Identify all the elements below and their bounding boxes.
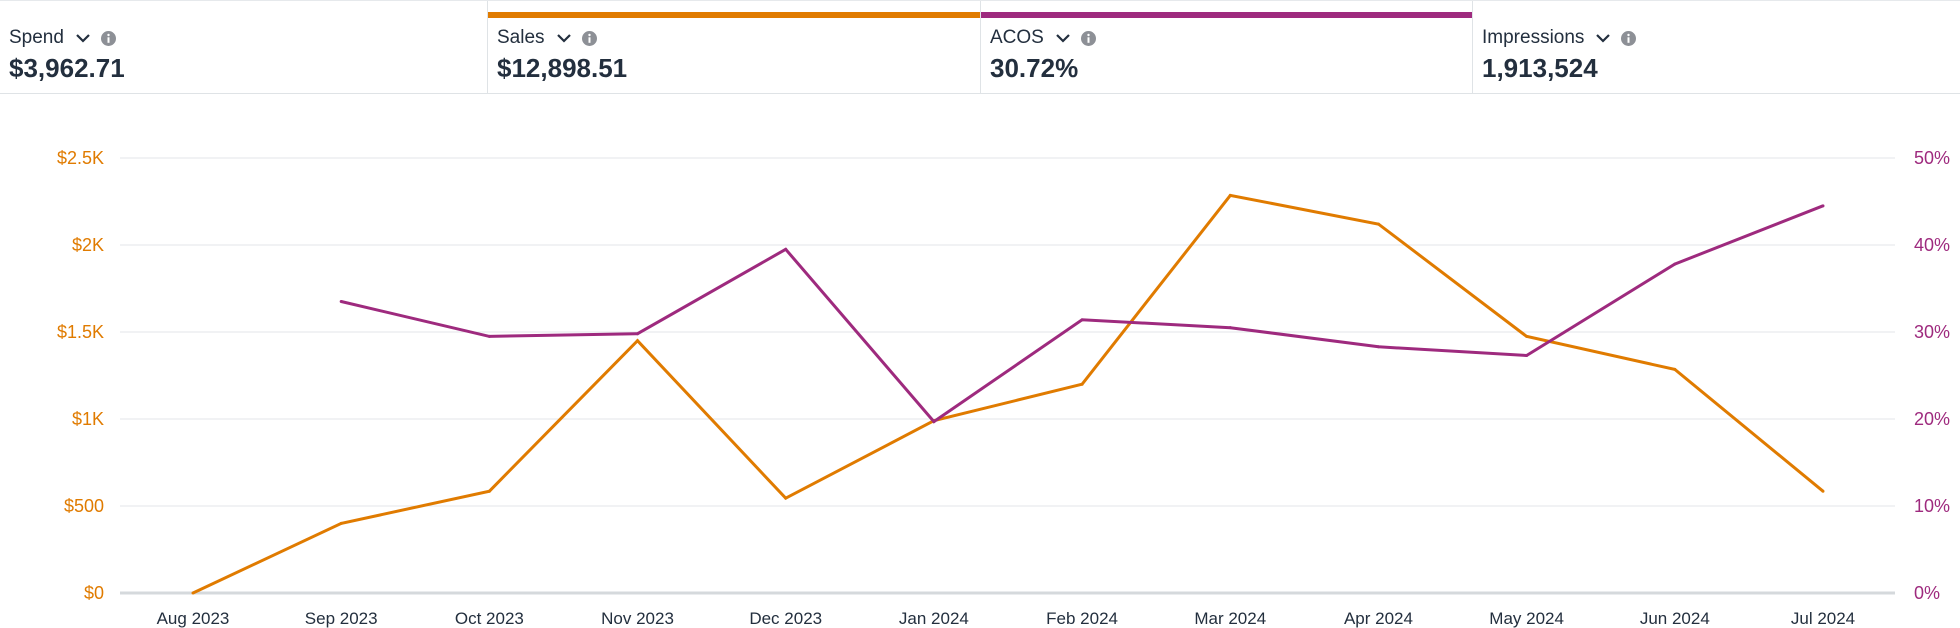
chevron-down-icon[interactable] <box>555 29 573 47</box>
series-line-sales <box>192 193 1824 595</box>
data-point-acos <box>1673 262 1677 266</box>
chevron-down-icon[interactable] <box>1054 29 1072 47</box>
metric-acos-value: 30.72% <box>990 53 1079 83</box>
y-right-tick-label: 30% <box>1914 322 1950 342</box>
data-point-acos <box>1525 353 1529 357</box>
x-tick-label: Jun 2024 <box>1640 609 1710 628</box>
data-point-sales <box>1080 382 1084 386</box>
y-left-tick-label: $1.5K <box>57 322 104 342</box>
metric-sales-label: Sales <box>497 27 545 48</box>
data-point-sales <box>1376 222 1380 226</box>
chart-gridlines <box>120 157 1895 595</box>
x-tick-label: Feb 2024 <box>1046 609 1118 628</box>
metric-sales[interactable]: Sales $12,898.51 <box>487 1 980 93</box>
metric-impressions[interactable]: Impressions 1,913,524 <box>1472 1 1960 93</box>
data-point-acos <box>339 300 343 304</box>
data-point-acos <box>932 420 936 424</box>
metric-spend-label: Spend <box>9 27 64 48</box>
info-icon[interactable] <box>100 30 117 47</box>
data-point-sales <box>1525 334 1529 338</box>
x-axis-ticks: Aug 2023 Sep 2023 Oct 2023 Nov 2023 Dec 2023… <box>157 609 1856 628</box>
y-axis-left-ticks: $0 $500 $1K $1.5K $2K $2.5K <box>57 148 104 603</box>
data-point-acos <box>1080 318 1084 322</box>
metric-impressions-header[interactable]: Impressions <box>1482 25 1637 51</box>
data-point-acos <box>636 332 640 336</box>
data-point-sales <box>784 496 788 500</box>
line-chart: $0 $500 $1K $1.5K $2K $2.5K 0% 10% 20% 30% 40% 50%… <box>57 148 1950 628</box>
data-point-sales <box>487 489 491 493</box>
data-point-sales <box>636 339 640 343</box>
data-point-acos <box>1376 345 1380 349</box>
metric-impressions-label: Impressions <box>1482 27 1585 48</box>
info-icon[interactable] <box>1080 30 1097 47</box>
data-point-acos <box>487 334 491 338</box>
x-tick-label: Oct 2023 <box>455 609 524 628</box>
data-point-acos <box>1228 326 1232 330</box>
metric-sales-value: $12,898.51 <box>497 53 628 83</box>
x-tick-label: Nov 2023 <box>601 609 674 628</box>
metric-spend[interactable]: Spend $3,962.71 <box>0 1 487 93</box>
data-point-sales <box>1228 193 1232 197</box>
metric-acos-label: ACOS <box>990 27 1044 48</box>
metric-spend-header[interactable]: Spend <box>9 25 117 51</box>
chevron-down-icon[interactable] <box>1594 29 1612 47</box>
y-left-tick-label: $2K <box>72 235 104 255</box>
series-line-acos <box>340 204 1824 424</box>
x-tick-label: Sep 2023 <box>305 609 378 628</box>
x-tick-label: Jan 2024 <box>899 609 969 628</box>
chart-series <box>191 193 1825 595</box>
x-tick-label: Apr 2024 <box>1344 609 1413 628</box>
metric-acos-header[interactable]: ACOS <box>990 25 1097 51</box>
data-point-sales <box>339 521 343 525</box>
data-point-sales <box>1673 367 1677 371</box>
metric-acos[interactable]: ACOS 30.72% <box>980 1 1472 93</box>
info-icon[interactable] <box>1620 30 1637 47</box>
y-left-tick-label: $0 <box>84 583 104 603</box>
y-right-tick-label: 0% <box>1914 583 1940 603</box>
y-left-tick-label: $1K <box>72 409 104 429</box>
y-right-tick-label: 40% <box>1914 235 1950 255</box>
data-point-acos <box>1821 204 1825 208</box>
metric-spend-value: $3,962.71 <box>9 53 125 83</box>
y-left-tick-label: $2.5K <box>57 148 104 168</box>
chevron-down-icon[interactable] <box>74 29 92 47</box>
data-point-sales <box>191 591 195 595</box>
x-tick-label: Jul 2024 <box>1791 609 1855 628</box>
metric-sales-selected-bar <box>488 12 980 18</box>
x-tick-label: Dec 2023 <box>749 609 822 628</box>
y-left-tick-label: $500 <box>64 496 104 516</box>
data-point-sales <box>1821 489 1825 493</box>
x-tick-label: May 2024 <box>1489 609 1564 628</box>
x-tick-label: Mar 2024 <box>1194 609 1266 628</box>
metric-impressions-value: 1,913,524 <box>1482 53 1598 83</box>
y-right-tick-label: 20% <box>1914 409 1950 429</box>
y-right-tick-label: 50% <box>1914 148 1950 168</box>
data-point-acos <box>784 247 788 251</box>
y-axis-right-ticks: 0% 10% 20% 30% 40% 50% <box>1914 148 1950 603</box>
info-icon[interactable] <box>581 30 598 47</box>
metric-sales-header[interactable]: Sales <box>497 25 598 51</box>
metric-acos-selected-bar <box>981 12 1472 18</box>
metrics-bar: Spend $3,962.71 Sales $12,898.51 ACOS 30… <box>0 0 1960 94</box>
y-right-tick-label: 10% <box>1914 496 1950 516</box>
x-tick-label: Aug 2023 <box>157 609 230 628</box>
